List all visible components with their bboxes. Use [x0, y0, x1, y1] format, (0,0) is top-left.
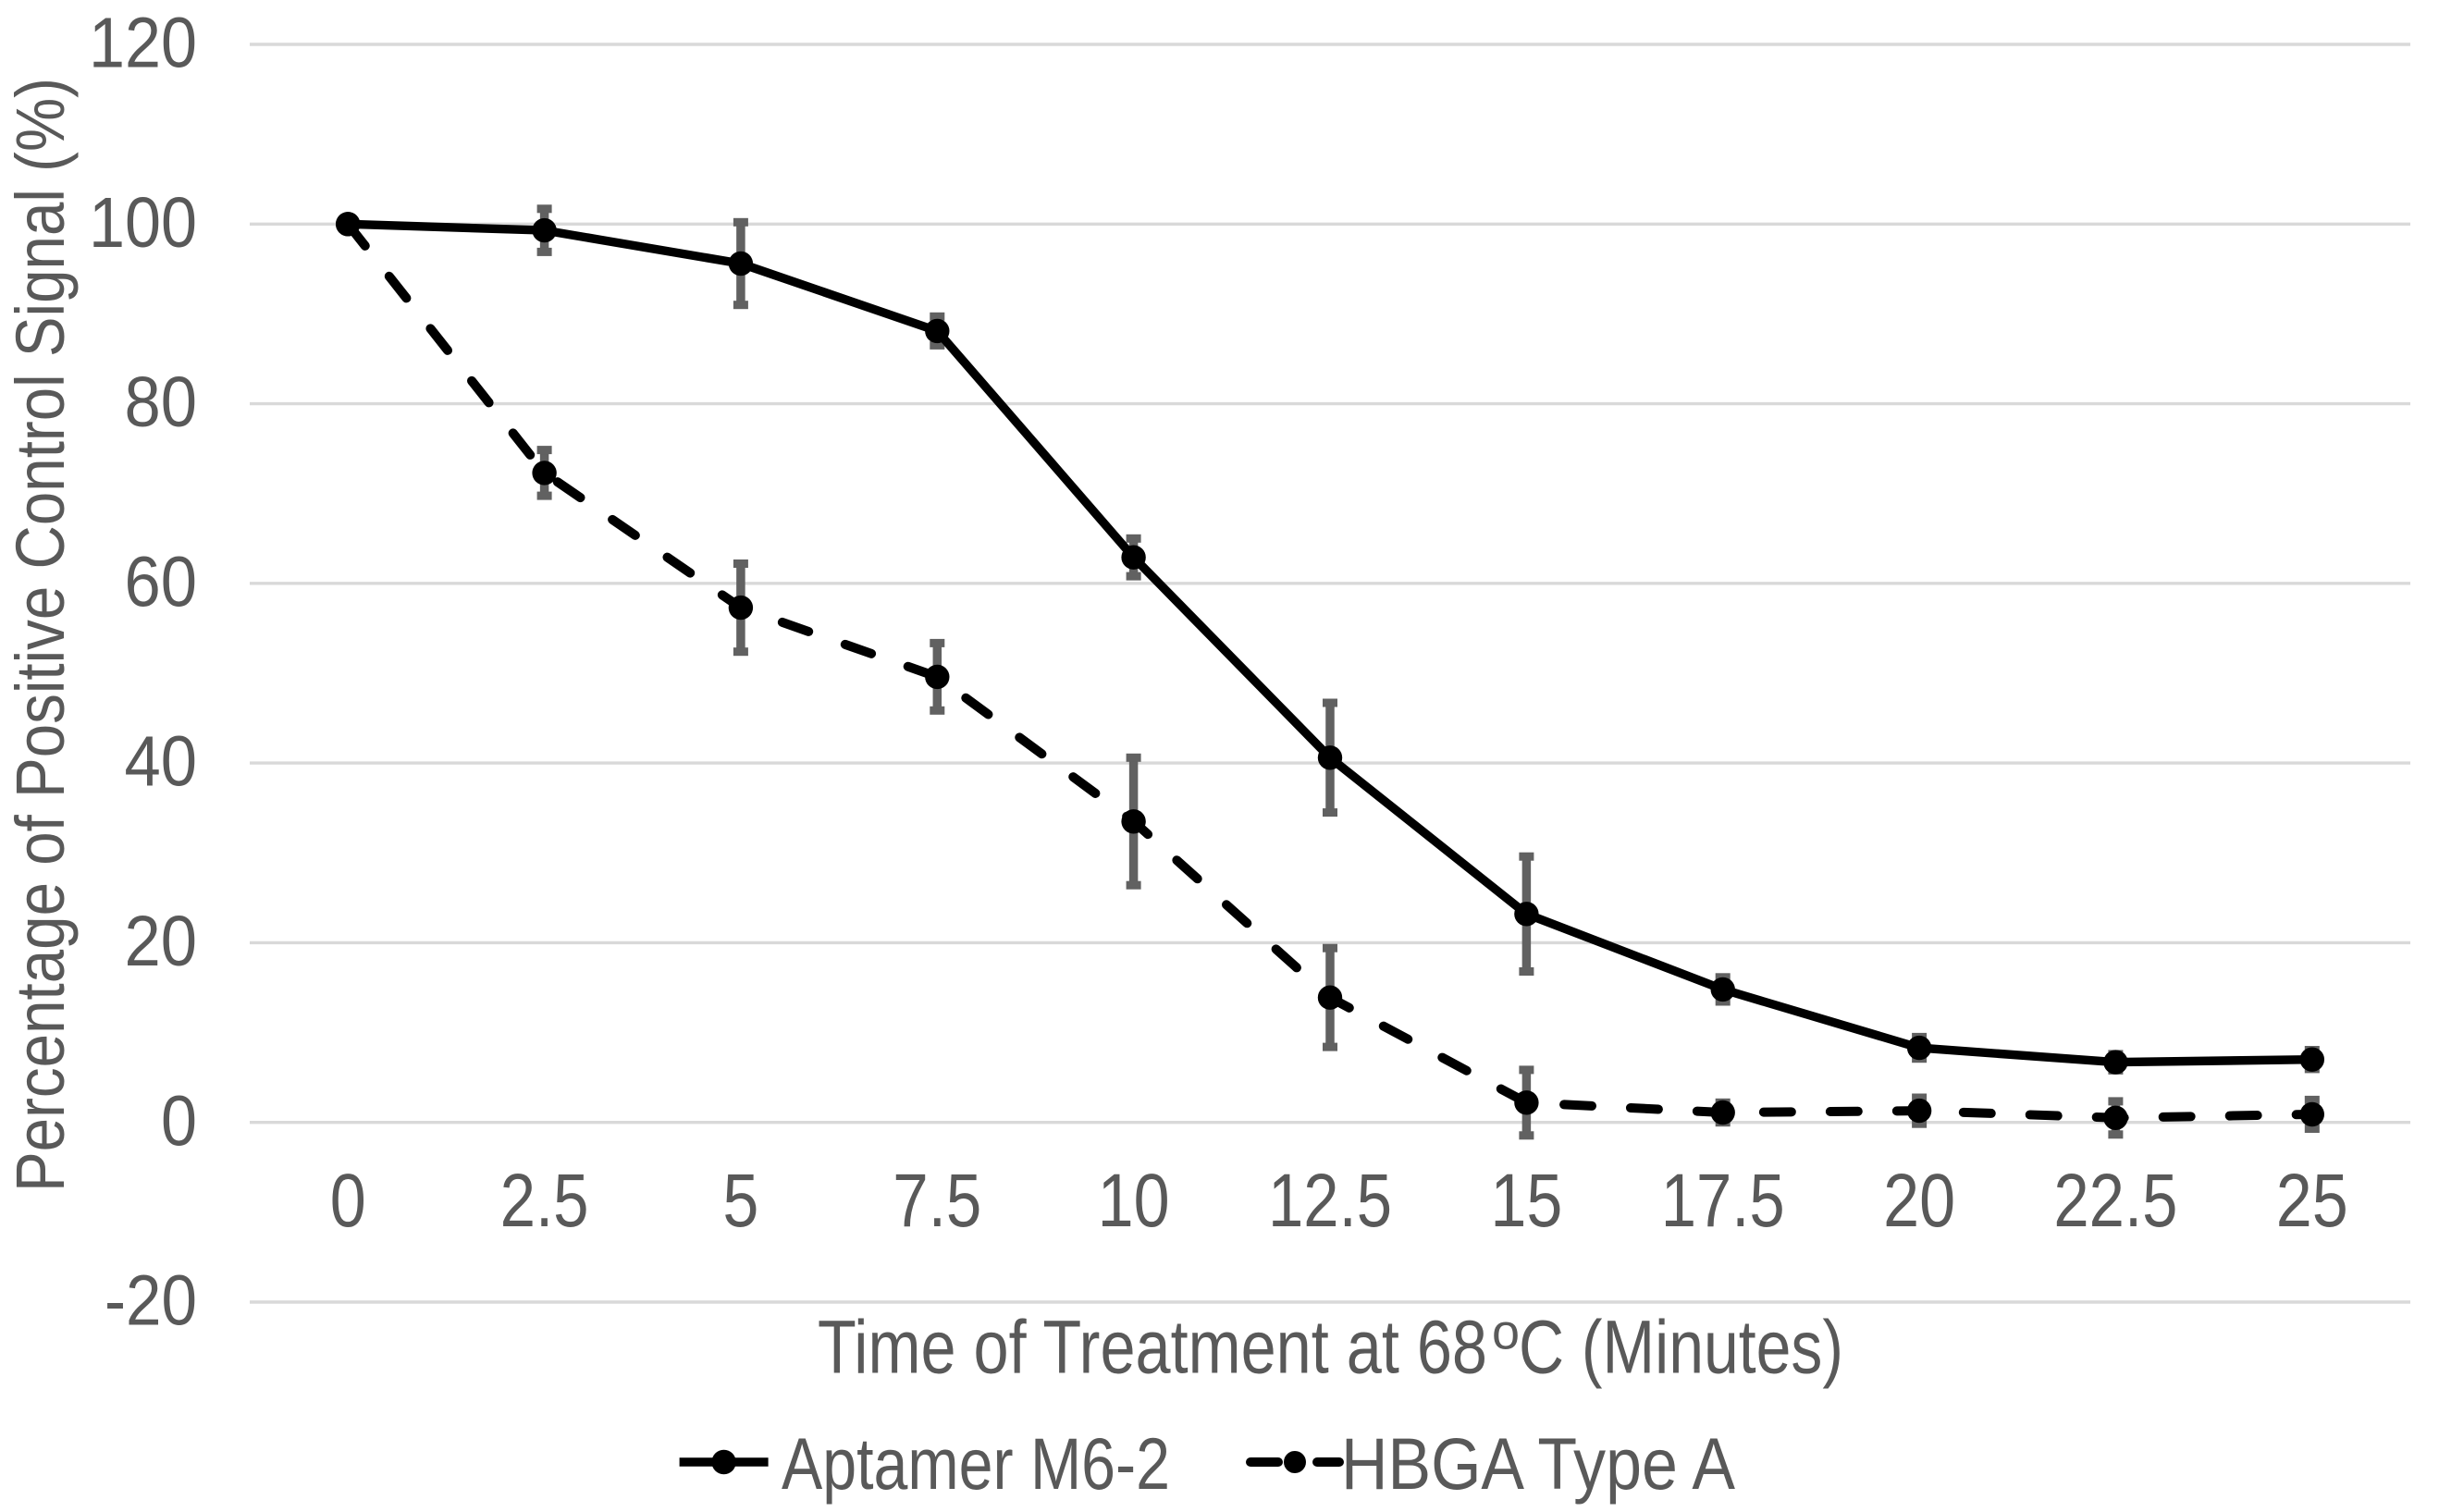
svg-text:15: 15: [1490, 1159, 1562, 1243]
svg-text:120: 120: [89, 4, 197, 83]
svg-text:Aptamer M6-2: Aptamer M6-2: [782, 1422, 1170, 1505]
svg-text:40: 40: [125, 722, 198, 802]
svg-text:0: 0: [330, 1159, 366, 1243]
svg-text:2.5: 2.5: [500, 1159, 589, 1243]
svg-text:25: 25: [2276, 1159, 2348, 1243]
svg-text:5: 5: [722, 1159, 758, 1243]
svg-text:0: 0: [161, 1081, 197, 1161]
svg-text:20: 20: [1883, 1159, 1955, 1243]
svg-text:60: 60: [125, 542, 198, 621]
svg-text:22.5: 22.5: [2053, 1159, 2177, 1243]
svg-text:C (Minutes): C (Minutes): [1519, 1306, 1843, 1390]
svg-text:o: o: [1492, 1305, 1520, 1360]
svg-text:80: 80: [125, 363, 198, 442]
svg-text:HBGA Type A: HBGA Type A: [1341, 1422, 1735, 1505]
svg-text:100: 100: [89, 183, 197, 263]
svg-text:17.5: 17.5: [1661, 1159, 1785, 1243]
svg-text:-20: -20: [105, 1261, 197, 1341]
svg-text:Time of Treatment at 68: Time of Treatment at 68: [818, 1306, 1487, 1390]
svg-text:20: 20: [125, 902, 198, 981]
svg-text:7.5: 7.5: [893, 1159, 981, 1243]
svg-text:12.5: 12.5: [1268, 1159, 1392, 1243]
svg-text:Percentage of Positive Control: Percentage of Positive Control Signal (%…: [2, 78, 79, 1192]
svg-text:10: 10: [1098, 1159, 1170, 1243]
